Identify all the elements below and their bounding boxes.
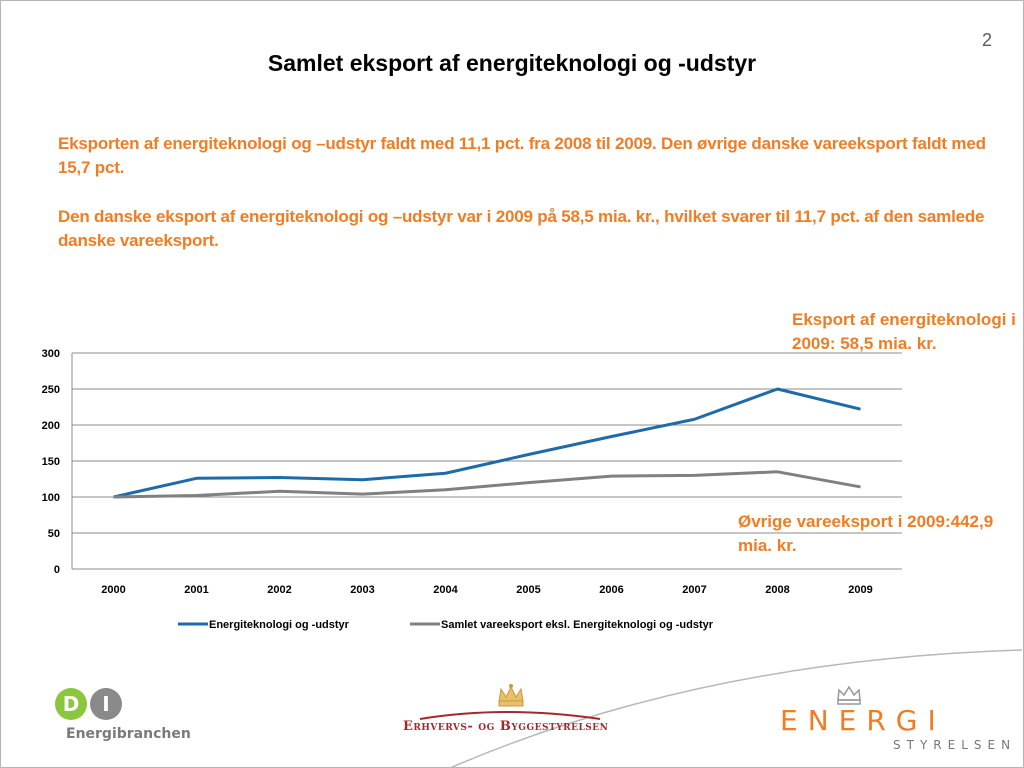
series-line-energiteknologi xyxy=(113,387,861,499)
ebst-logo-text: Erhvervs- og Byggestyrelsen xyxy=(403,719,609,734)
energistyrelsen-logo: ENERGI STYRELSEN xyxy=(780,685,1020,758)
crown-icon xyxy=(837,685,861,705)
slide-title: Samlet eksport af energiteknologi og -ud… xyxy=(267,50,757,76)
series-line-samlet-vareeksport xyxy=(113,470,861,499)
x-tick-label: 2001 xyxy=(184,584,208,596)
y-axis-ticks: 0 50 100 150 200 250 300 xyxy=(42,348,60,576)
x-tick-label: 2006 xyxy=(599,584,623,596)
y-tick-label: 300 xyxy=(42,348,60,360)
di-logo-d: D xyxy=(55,688,87,720)
ens-logo-text: ENERGI xyxy=(780,704,946,737)
y-tick-label: 0 xyxy=(54,564,60,576)
summary-paragraph-1: Eksporten af energiteknologi og –udstyr … xyxy=(58,134,986,177)
annotation-energy-export: Eksport af energiteknologi i 2009: 58,5 … xyxy=(792,310,1016,353)
x-axis-ticks: 2000 2001 2002 2003 2004 2005 2006 2007 2008 2009 xyxy=(101,584,872,596)
di-logo-text: Energibranchen xyxy=(66,726,191,742)
y-tick-label: 150 xyxy=(42,456,60,468)
decorative-swoosh xyxy=(449,649,1023,768)
x-tick-label: 2008 xyxy=(765,584,789,596)
grid-lines xyxy=(71,352,902,570)
y-tick-label: 250 xyxy=(42,384,60,396)
summary-paragraph-2: Den danske eksport af energiteknologi og… xyxy=(58,207,985,250)
legend-label: Energiteknologi og -udstyr xyxy=(209,619,350,631)
y-tick-label: 200 xyxy=(42,420,60,432)
y-tick-label: 100 xyxy=(42,492,60,504)
x-tick-label: 2003 xyxy=(350,584,374,596)
x-tick-label: 2004 xyxy=(433,584,458,596)
page-number: 2 xyxy=(981,30,992,50)
x-tick-label: 2002 xyxy=(267,584,291,596)
legend-label: Samlet vareeksport eksl. Energiteknologi… xyxy=(441,619,714,631)
legend: Energiteknologi og -udstyr Samlet vareeks… xyxy=(178,619,714,631)
x-tick-label: 2000 xyxy=(101,584,125,596)
crown-icon xyxy=(419,684,601,720)
erhvervs-byggestyrelsen-logo: Erhvervs- og Byggestyrelsen xyxy=(400,683,640,743)
series-lines xyxy=(113,387,861,499)
x-tick-label: 2005 xyxy=(516,584,540,596)
ens-logo-subtext: STYRELSEN xyxy=(893,738,1017,752)
y-tick-label: 50 xyxy=(48,528,60,540)
x-tick-label: 2009 xyxy=(848,584,872,596)
di-logo-i: I xyxy=(90,688,122,720)
x-tick-label: 2007 xyxy=(682,584,706,596)
annotation-other-export: Øvrige vareeksport i 2009:442,9 mia. kr. xyxy=(738,512,994,555)
